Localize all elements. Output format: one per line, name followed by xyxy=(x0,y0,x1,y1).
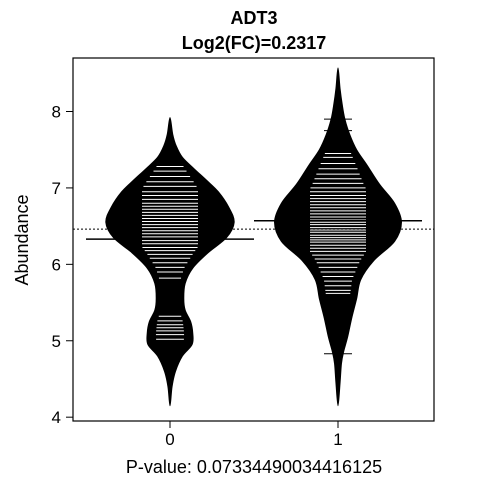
y-tick-label: 6 xyxy=(52,255,61,274)
bean-shape-0 xyxy=(105,117,235,407)
y-tick-label: 5 xyxy=(52,332,61,351)
x-axis-label: P-value: 0.07334490034416125 xyxy=(126,457,382,477)
y-tick-label: 4 xyxy=(52,408,61,427)
bean-group-1 xyxy=(254,67,422,407)
x-tick-label: 0 xyxy=(165,430,174,449)
y-axis-label: Abundance xyxy=(12,194,32,285)
y-tick-label: 7 xyxy=(52,179,61,198)
x-tick-label: 1 xyxy=(333,430,342,449)
chart-title: ADT3 xyxy=(230,8,277,28)
bean-group-0 xyxy=(86,117,254,407)
beans-layer xyxy=(86,67,422,407)
y-tick-label: 8 xyxy=(52,102,61,121)
bean-shape-1 xyxy=(274,67,402,407)
chart-subtitle: Log2(FC)=0.2317 xyxy=(182,33,327,53)
y-axis: 4 5 6 7 8 xyxy=(52,102,74,427)
